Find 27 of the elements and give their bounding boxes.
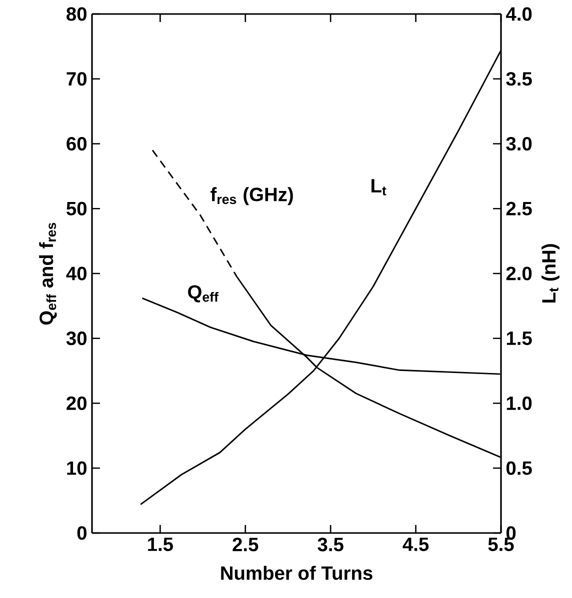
y2-tick-label: 3.0 <box>506 136 532 151</box>
y-tick-label: 20 <box>66 396 86 410</box>
y2-tick-label: 3.5 <box>506 72 532 86</box>
x-tick-label: 1.5 <box>148 538 173 552</box>
y-tick-label: 10 <box>67 461 86 475</box>
x-tick-label: 4.5 <box>402 538 429 552</box>
y-axis-title: Q$_{eff}$ and f$_{res}$ <box>39 222 57 325</box>
y-tick-label: 0 <box>77 526 86 540</box>
series-label: L$_{t}$ <box>372 179 386 196</box>
x-axis-title: Number of Turns <box>221 566 372 580</box>
series-label: f$_{res}$ (GHz) <box>210 187 293 206</box>
x-tick-label: 3.5 <box>318 538 344 552</box>
x-tick-label: 2.5 <box>232 538 258 552</box>
y2-tick-label: 1.5 <box>506 332 532 346</box>
y-tick-label: 60 <box>66 136 86 151</box>
y2-tick-label: 2.5 <box>506 202 532 216</box>
y2-tick-label: 0.5 <box>506 461 532 475</box>
series-label: Q$_{eff}$ <box>188 285 219 302</box>
y-tick-label: 80 <box>66 7 86 21</box>
y2-tick-label: 2.0 <box>506 266 532 280</box>
y-tick-label: 50 <box>66 202 86 216</box>
y-tick-label: 40 <box>66 266 86 280</box>
y2-axis-title: L$_{t}$ (nH) <box>542 244 560 302</box>
y2-tick-label: 4.0 <box>506 7 532 21</box>
y-tick-label: 30 <box>66 332 86 346</box>
y2-tick-label: 1.0 <box>506 396 532 410</box>
y-tick-label: 70 <box>66 72 86 86</box>
